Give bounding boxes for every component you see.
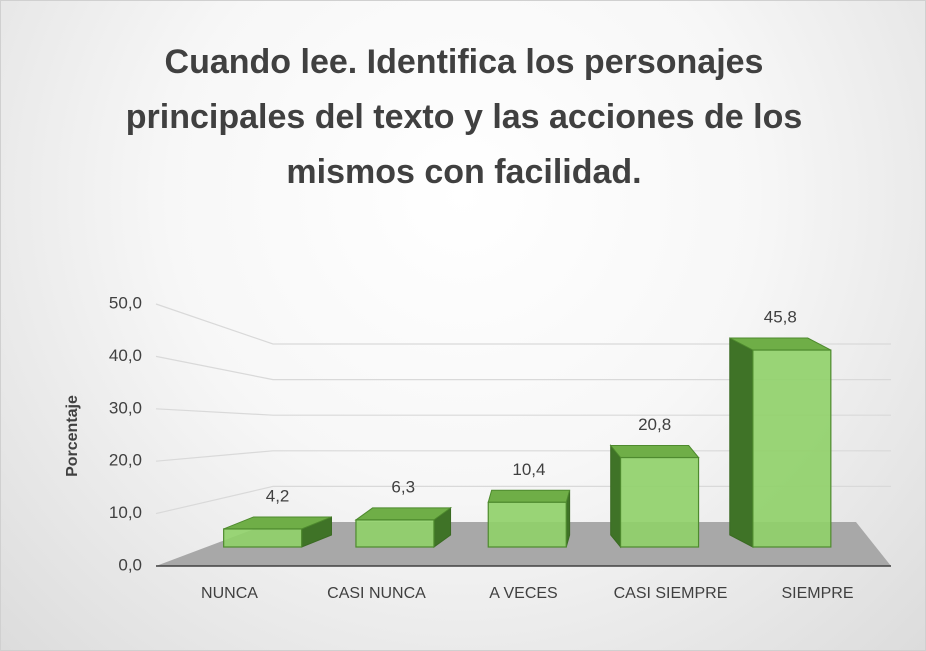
y-tick-label: 10,0 xyxy=(109,503,142,522)
x-tick-label: CASI NUNCA xyxy=(327,585,426,602)
bar xyxy=(355,519,435,548)
data-label: 6,3 xyxy=(391,477,415,496)
chart-title: Cuando lee. Identifica los personajes pr… xyxy=(125,43,803,191)
grid-line xyxy=(155,303,891,345)
bar xyxy=(752,349,832,548)
data-label: 4,2 xyxy=(266,486,290,505)
grid-line xyxy=(155,408,891,416)
bar xyxy=(619,456,700,548)
data-label: 45,8 xyxy=(764,308,797,327)
bar-top xyxy=(609,445,700,459)
x-tick-label: NUNCA xyxy=(201,585,258,602)
y-axis-label: Porcentaje xyxy=(64,395,81,477)
grid-line xyxy=(155,355,891,381)
data-label: 10,4 xyxy=(512,460,545,479)
y-tick-label: 40,0 xyxy=(109,346,142,365)
x-tick-label: CASI SIEMPRE xyxy=(613,585,728,602)
y-tick-label: 20,0 xyxy=(109,451,142,470)
y-tick-label: 50,0 xyxy=(109,293,142,312)
y-tick-label: 30,0 xyxy=(109,398,142,417)
bar-top xyxy=(354,507,453,521)
x-tick-label: SIEMPRE xyxy=(781,585,854,602)
bar-top xyxy=(487,489,571,503)
bar-side xyxy=(610,444,622,549)
bar-side xyxy=(729,337,754,548)
bar xyxy=(223,528,303,548)
bar xyxy=(487,501,567,548)
data-label: 20,8 xyxy=(638,415,671,434)
y-tick-label: 0,0 xyxy=(118,555,142,574)
x-tick-label: A VECES xyxy=(489,585,558,602)
